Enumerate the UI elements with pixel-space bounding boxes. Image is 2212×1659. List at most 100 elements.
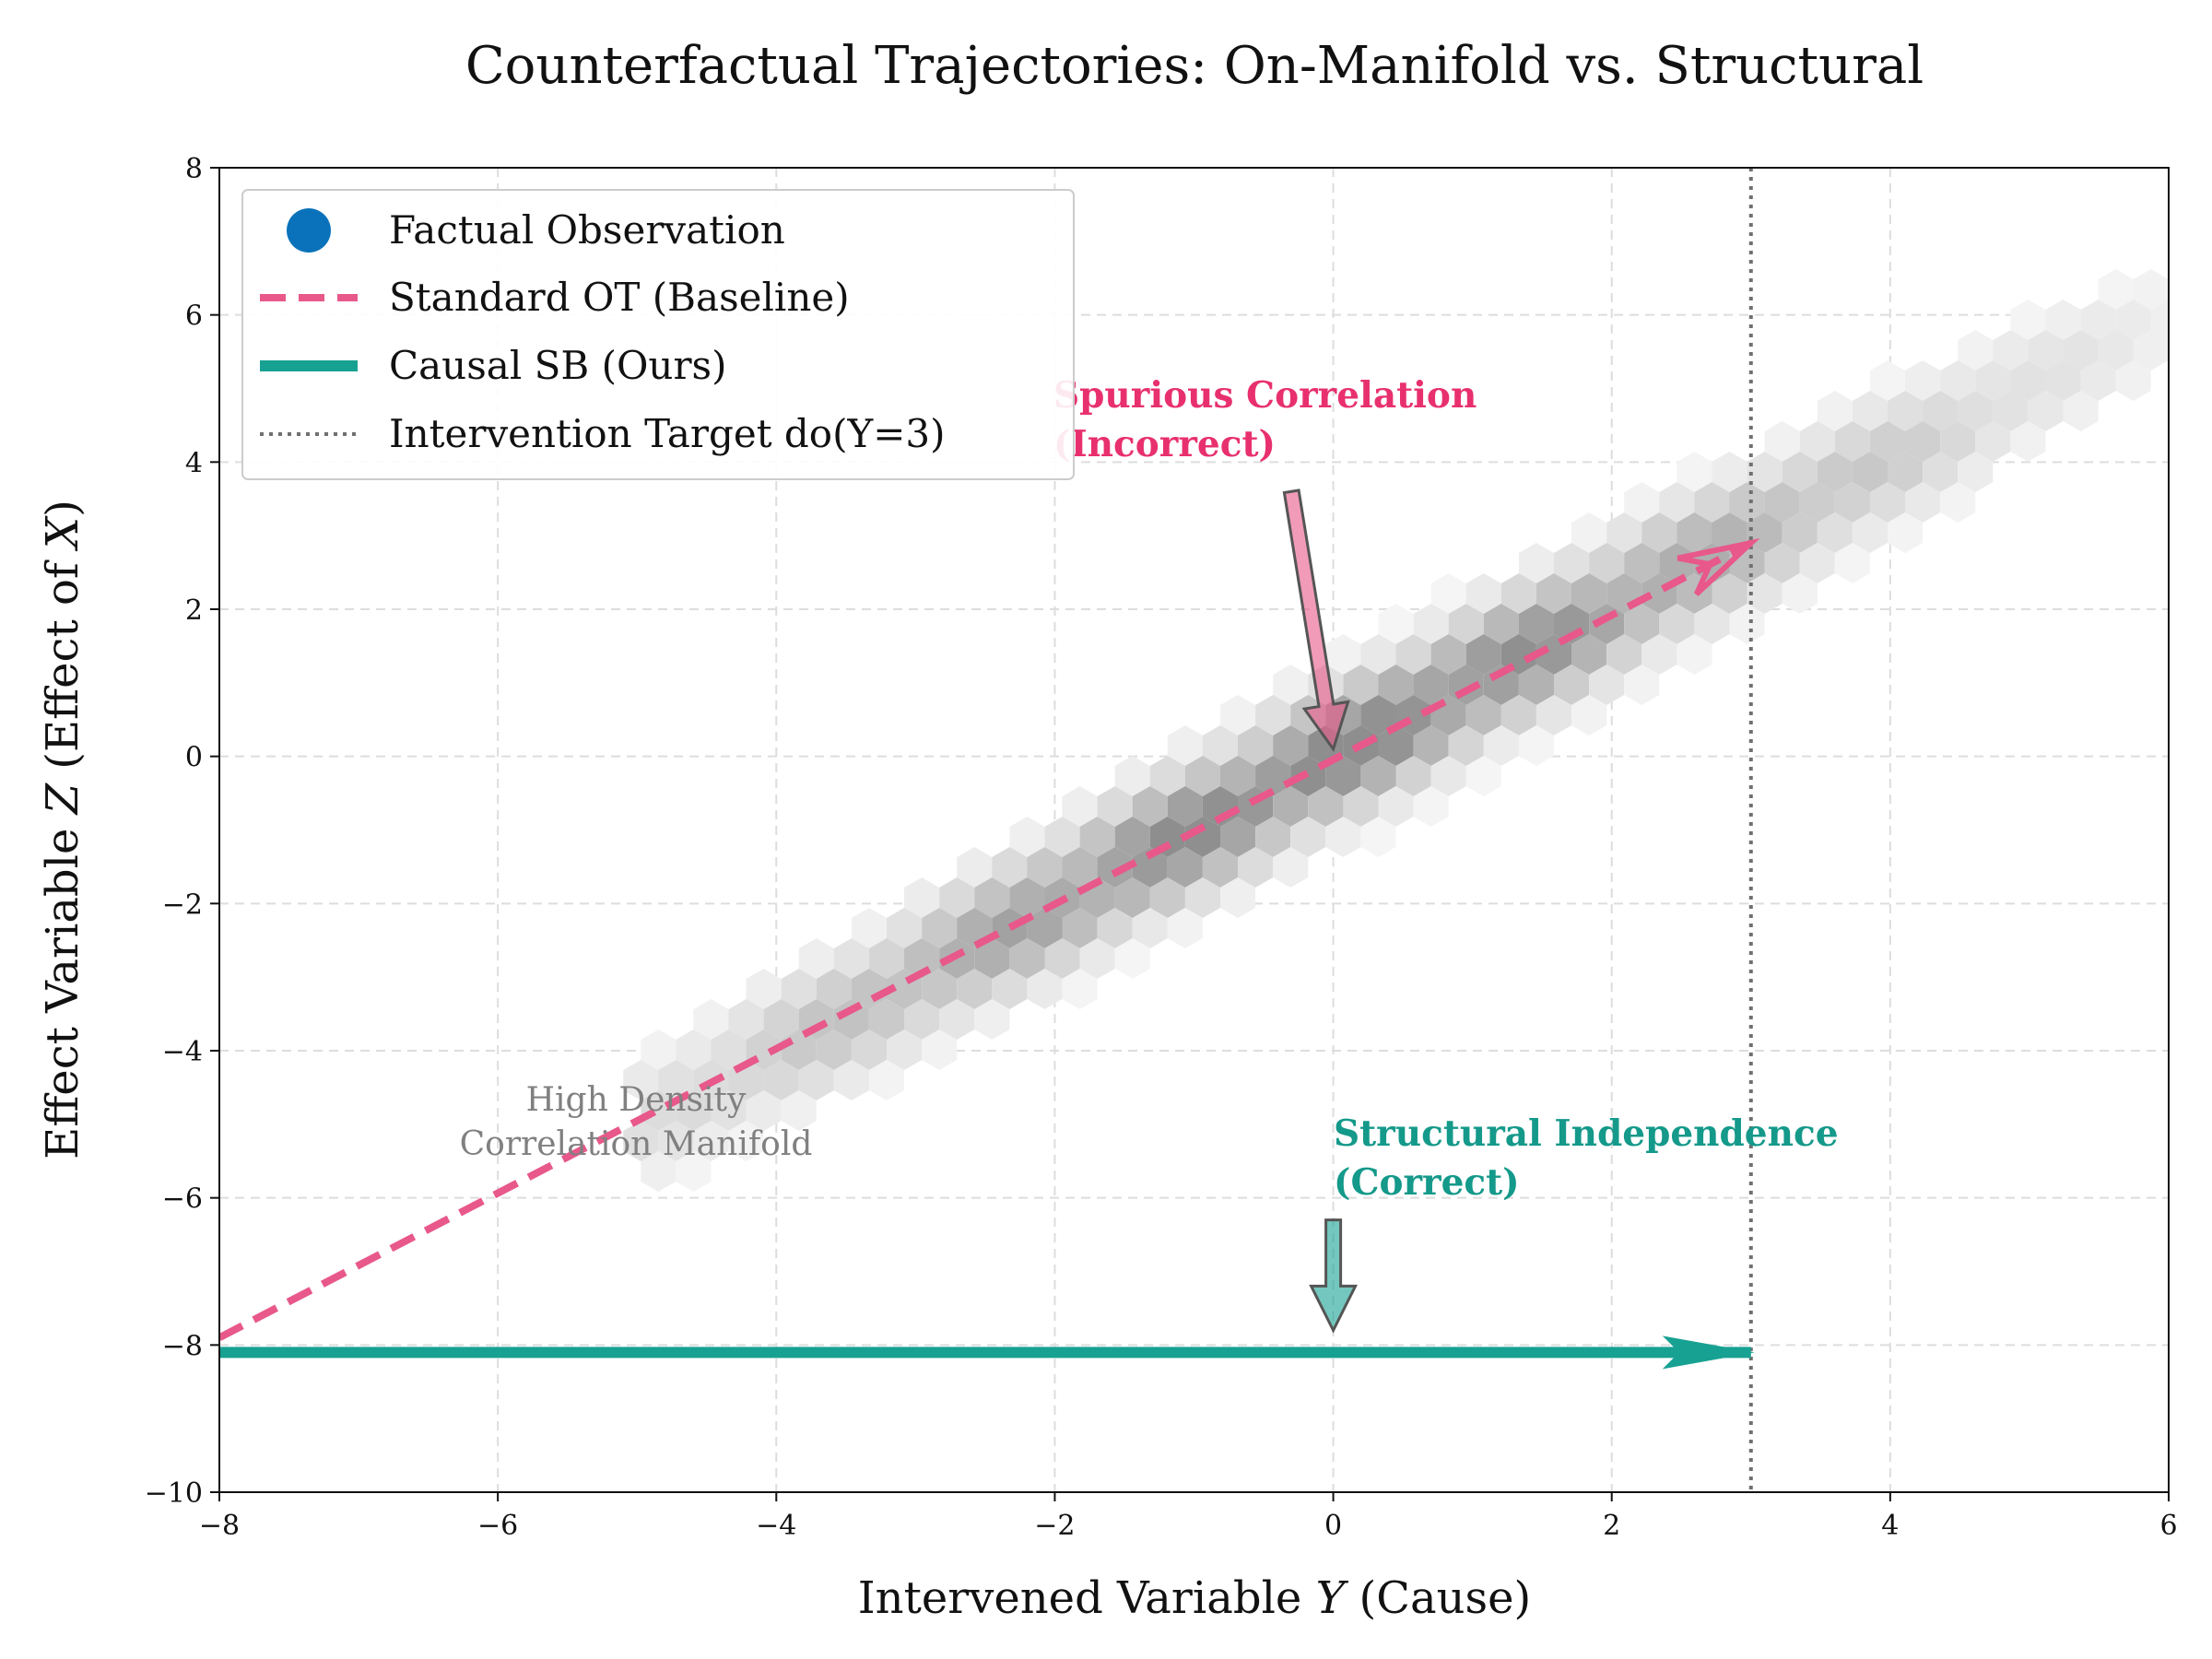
density-hex	[1255, 695, 1291, 735]
density-hex	[1589, 543, 1625, 583]
density-hex	[868, 999, 904, 1040]
density-hex	[1325, 756, 1361, 796]
density-hex	[1624, 543, 1660, 583]
x-axis-title: Intervened Variable Y (Cause)	[858, 1572, 1532, 1624]
density-hex	[904, 938, 940, 979]
density-hex	[1641, 634, 1677, 675]
density-hex	[781, 1090, 817, 1131]
density-hex	[1641, 512, 1677, 553]
density-hex	[2063, 330, 2099, 371]
density-hex	[2150, 300, 2169, 340]
density-hex	[1009, 877, 1045, 918]
density-hex	[1062, 847, 1098, 888]
density-hex	[1712, 452, 1747, 492]
density-hex	[1079, 817, 1115, 857]
chart-title: Counterfactual Trajectories: On-Manifold…	[465, 36, 1924, 96]
density-hex	[1202, 847, 1238, 888]
density-hex	[746, 969, 782, 1009]
y-axis-title: Effect Variable Z (Effect of X)	[37, 500, 88, 1159]
density-hex	[1817, 452, 1853, 492]
density-hex	[1413, 725, 1449, 766]
x-tick-label: −2	[1034, 1510, 1075, 1542]
density-hex	[1062, 786, 1098, 827]
density-hex	[1624, 604, 1660, 644]
density-hex	[2098, 330, 2134, 371]
plot-frame	[218, 167, 2170, 1493]
baseline-trajectory	[219, 539, 1753, 1341]
density-hex	[922, 969, 958, 1009]
density-hex	[1465, 695, 1501, 735]
density-hex	[1132, 847, 1168, 888]
density-hex	[992, 847, 1028, 888]
density-hex	[1940, 360, 1976, 401]
density-hex	[676, 1030, 712, 1070]
legend-label: Factual Observation	[389, 207, 785, 253]
density-hex	[1114, 756, 1150, 796]
density-hex	[1238, 847, 1274, 888]
density-hex	[974, 938, 1010, 979]
density-hex	[1325, 817, 1361, 857]
density-hex	[922, 908, 958, 948]
density-hex	[1940, 421, 1976, 462]
x-tick-label: 0	[1324, 1510, 1342, 1542]
density-hex	[728, 1121, 764, 1161]
density-hex	[1799, 421, 1835, 462]
density-hex	[1220, 756, 1256, 796]
density-hex	[711, 1030, 747, 1070]
density-hex	[1782, 512, 1818, 553]
density-hex	[1430, 634, 1466, 675]
density-hex	[868, 1060, 904, 1100]
density-hex	[1044, 938, 1080, 979]
density-hex	[641, 1030, 677, 1070]
density-hex	[1184, 877, 1220, 918]
density-hex	[1395, 756, 1431, 796]
density-hex	[887, 1030, 923, 1070]
density-hex	[1694, 482, 1730, 523]
density-hex	[676, 1090, 712, 1131]
density-hex	[1958, 391, 1994, 431]
spurious-annotation-line: Spurious Correlation	[1053, 374, 1477, 417]
density-hex	[658, 1121, 694, 1161]
density-hex	[1958, 330, 1994, 371]
density-hex	[1343, 665, 1379, 705]
spurious-arrow	[1282, 488, 1350, 753]
x-tick-label: −6	[477, 1510, 518, 1542]
density-hex	[1465, 634, 1501, 675]
density-hex	[1869, 360, 1905, 401]
density-hex	[1062, 908, 1098, 948]
density-hex	[2098, 269, 2134, 310]
density-hex	[1027, 969, 1063, 1009]
density-hex	[2115, 360, 2151, 401]
density-hex	[1500, 695, 1536, 735]
legend-box	[241, 189, 1075, 480]
density-hex	[1589, 665, 1625, 705]
density-hex	[658, 1060, 694, 1100]
y-tick-label: −6	[162, 1183, 203, 1216]
density-hex	[1184, 817, 1220, 857]
density-hex	[693, 1121, 729, 1161]
density-hex	[1554, 543, 1590, 583]
density-hex	[1238, 725, 1274, 766]
density-hex	[1834, 543, 1870, 583]
density-hex	[1465, 756, 1501, 796]
density-hex	[1448, 725, 1484, 766]
density-hex	[1624, 665, 1660, 705]
density-hex	[1378, 604, 1414, 644]
density-hex	[641, 1151, 677, 1192]
density-hex	[798, 938, 834, 979]
density-hex	[1729, 482, 1765, 523]
density-hex	[1958, 452, 1994, 492]
density-hex	[1430, 573, 1466, 614]
density-hex	[1747, 452, 1783, 492]
density-hex	[1799, 482, 1835, 523]
density-hex	[2115, 300, 2151, 340]
legend: Factual Observation Standard OT (Baseline…	[241, 189, 1075, 480]
density-hex	[1290, 817, 1326, 857]
density-hex	[1834, 421, 1870, 462]
density-hex	[1782, 452, 1818, 492]
density-hex	[1975, 360, 2011, 401]
density-hex	[1782, 573, 1818, 614]
density-hex	[1273, 665, 1309, 705]
density-hex	[1079, 938, 1115, 979]
density-hex	[1167, 786, 1203, 827]
